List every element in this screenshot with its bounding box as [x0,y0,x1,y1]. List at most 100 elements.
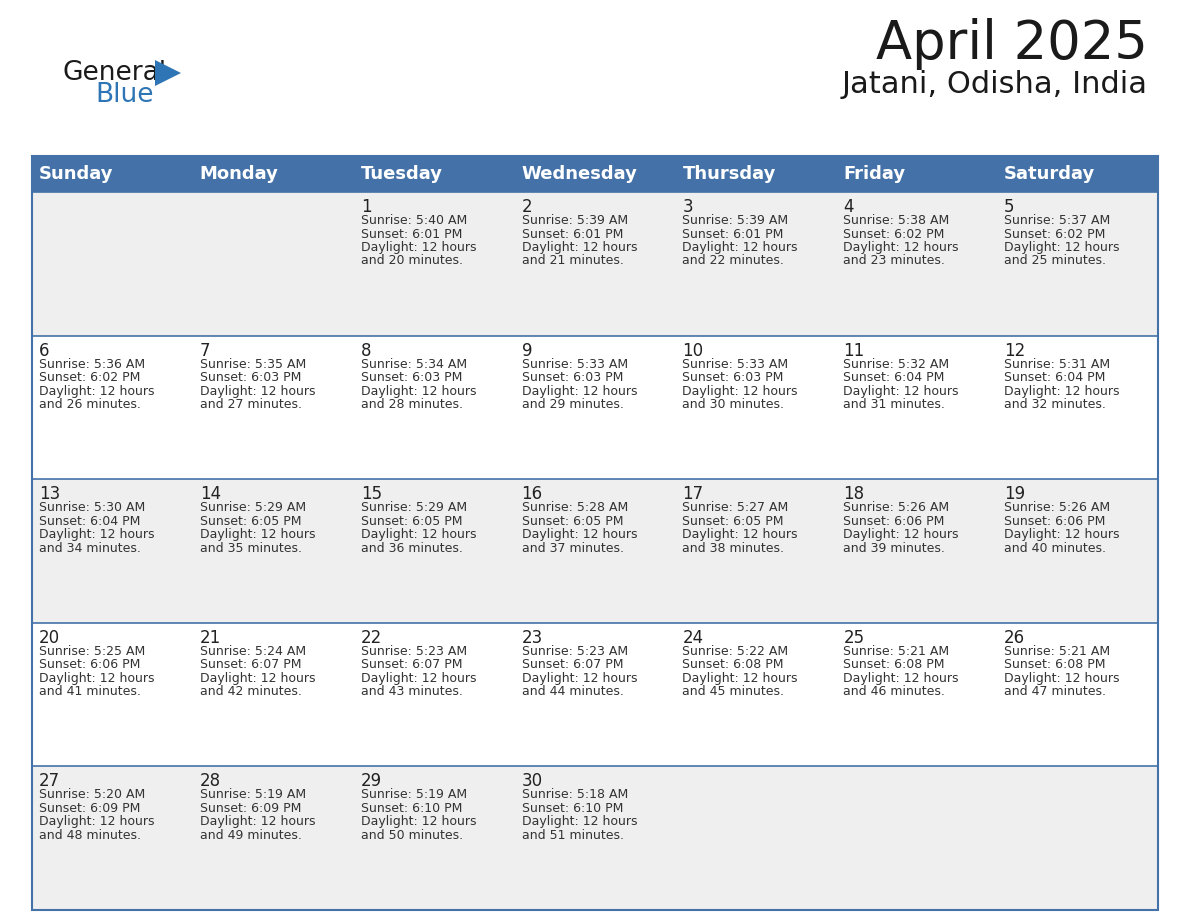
Polygon shape [154,60,181,86]
Text: and 39 minutes.: and 39 minutes. [843,542,946,554]
Text: Sunrise: 5:21 AM: Sunrise: 5:21 AM [843,644,949,658]
Text: Daylight: 12 hours: Daylight: 12 hours [200,672,315,685]
Text: and 46 minutes.: and 46 minutes. [843,686,946,699]
Text: Daylight: 12 hours: Daylight: 12 hours [522,241,637,254]
Text: Daylight: 12 hours: Daylight: 12 hours [522,672,637,685]
Text: Daylight: 12 hours: Daylight: 12 hours [843,528,959,542]
Text: Tuesday: Tuesday [361,165,443,183]
Text: 10: 10 [682,341,703,360]
Text: Thursday: Thursday [682,165,776,183]
Text: 5: 5 [1004,198,1015,216]
Text: Sunrise: 5:24 AM: Sunrise: 5:24 AM [200,644,307,658]
Text: Daylight: 12 hours: Daylight: 12 hours [1004,528,1119,542]
Text: Daylight: 12 hours: Daylight: 12 hours [1004,241,1119,254]
Text: 18: 18 [843,486,865,503]
Bar [32,767,1158,910]
Text: and 22 minutes.: and 22 minutes. [682,254,784,267]
Bar [32,479,1158,622]
Text: Sunrise: 5:35 AM: Sunrise: 5:35 AM [200,358,307,371]
Text: 12: 12 [1004,341,1025,360]
Text: Daylight: 12 hours: Daylight: 12 hours [682,672,798,685]
Text: Sunset: 6:03 PM: Sunset: 6:03 PM [361,371,462,384]
Text: 11: 11 [843,341,865,360]
Text: 13: 13 [39,486,61,503]
Text: Sunset: 6:08 PM: Sunset: 6:08 PM [843,658,944,671]
Text: Sunrise: 5:34 AM: Sunrise: 5:34 AM [361,358,467,371]
Text: Daylight: 12 hours: Daylight: 12 hours [682,241,798,254]
Text: Sunrise: 5:37 AM: Sunrise: 5:37 AM [1004,214,1111,227]
Text: Sunset: 6:05 PM: Sunset: 6:05 PM [522,515,623,528]
Text: Sunrise: 5:39 AM: Sunrise: 5:39 AM [522,214,627,227]
Text: Sunset: 6:04 PM: Sunset: 6:04 PM [1004,371,1106,384]
Text: Daylight: 12 hours: Daylight: 12 hours [39,528,154,542]
Text: and 43 minutes.: and 43 minutes. [361,686,462,699]
Text: Wednesday: Wednesday [522,165,638,183]
Text: Sunrise: 5:28 AM: Sunrise: 5:28 AM [522,501,627,514]
Text: Sunrise: 5:40 AM: Sunrise: 5:40 AM [361,214,467,227]
Text: Daylight: 12 hours: Daylight: 12 hours [522,528,637,542]
Text: and 35 minutes.: and 35 minutes. [200,542,302,554]
Text: and 40 minutes.: and 40 minutes. [1004,542,1106,554]
Text: Daylight: 12 hours: Daylight: 12 hours [361,815,476,828]
Text: Sunrise: 5:29 AM: Sunrise: 5:29 AM [361,501,467,514]
Text: Daylight: 12 hours: Daylight: 12 hours [200,815,315,828]
Text: Sunday: Sunday [39,165,114,183]
Text: April 2025: April 2025 [876,18,1148,70]
Bar [997,156,1158,192]
Text: Sunrise: 5:22 AM: Sunrise: 5:22 AM [682,644,789,658]
Text: Daylight: 12 hours: Daylight: 12 hours [39,815,154,828]
Text: Sunset: 6:01 PM: Sunset: 6:01 PM [522,228,623,241]
Text: Sunrise: 5:33 AM: Sunrise: 5:33 AM [522,358,627,371]
Text: Sunrise: 5:31 AM: Sunrise: 5:31 AM [1004,358,1111,371]
Text: 1: 1 [361,198,372,216]
Text: Daylight: 12 hours: Daylight: 12 hours [843,241,959,254]
Text: 22: 22 [361,629,383,647]
Text: Sunrise: 5:26 AM: Sunrise: 5:26 AM [1004,501,1111,514]
Text: 26: 26 [1004,629,1025,647]
Text: Sunset: 6:03 PM: Sunset: 6:03 PM [682,371,784,384]
Text: Daylight: 12 hours: Daylight: 12 hours [39,385,154,397]
Text: Daylight: 12 hours: Daylight: 12 hours [682,385,798,397]
Text: 19: 19 [1004,486,1025,503]
Text: and 28 minutes.: and 28 minutes. [361,398,462,411]
Text: Sunrise: 5:29 AM: Sunrise: 5:29 AM [200,501,307,514]
Text: Sunset: 6:07 PM: Sunset: 6:07 PM [522,658,623,671]
Text: Sunset: 6:06 PM: Sunset: 6:06 PM [843,515,944,528]
Text: and 36 minutes.: and 36 minutes. [361,542,462,554]
Text: and 26 minutes.: and 26 minutes. [39,398,141,411]
Text: 14: 14 [200,486,221,503]
Text: Blue: Blue [95,82,153,108]
Text: Sunset: 6:04 PM: Sunset: 6:04 PM [39,515,140,528]
Text: Sunrise: 5:32 AM: Sunrise: 5:32 AM [843,358,949,371]
Text: Monday: Monday [200,165,279,183]
Text: General: General [62,60,166,86]
Bar [32,156,192,192]
Text: Sunset: 6:10 PM: Sunset: 6:10 PM [522,802,623,815]
Text: 8: 8 [361,341,371,360]
Text: Friday: Friday [843,165,905,183]
Text: and 47 minutes.: and 47 minutes. [1004,686,1106,699]
Text: Sunset: 6:02 PM: Sunset: 6:02 PM [843,228,944,241]
Text: Sunrise: 5:30 AM: Sunrise: 5:30 AM [39,501,145,514]
Text: and 44 minutes.: and 44 minutes. [522,686,624,699]
Text: and 29 minutes.: and 29 minutes. [522,398,624,411]
Text: Sunset: 6:09 PM: Sunset: 6:09 PM [39,802,140,815]
Text: Daylight: 12 hours: Daylight: 12 hours [1004,672,1119,685]
Text: Sunrise: 5:38 AM: Sunrise: 5:38 AM [843,214,949,227]
Bar [354,156,514,192]
Text: Sunset: 6:05 PM: Sunset: 6:05 PM [682,515,784,528]
Text: 23: 23 [522,629,543,647]
Text: and 25 minutes.: and 25 minutes. [1004,254,1106,267]
Text: Daylight: 12 hours: Daylight: 12 hours [1004,385,1119,397]
Text: and 49 minutes.: and 49 minutes. [200,829,302,842]
Text: Daylight: 12 hours: Daylight: 12 hours [200,385,315,397]
Text: Daylight: 12 hours: Daylight: 12 hours [361,672,476,685]
Text: Sunset: 6:02 PM: Sunset: 6:02 PM [1004,228,1106,241]
Text: and 21 minutes.: and 21 minutes. [522,254,624,267]
Text: Sunset: 6:08 PM: Sunset: 6:08 PM [682,658,784,671]
Text: Daylight: 12 hours: Daylight: 12 hours [39,672,154,685]
Text: and 23 minutes.: and 23 minutes. [843,254,946,267]
Text: 4: 4 [843,198,854,216]
Bar [32,622,1158,767]
Text: 15: 15 [361,486,381,503]
